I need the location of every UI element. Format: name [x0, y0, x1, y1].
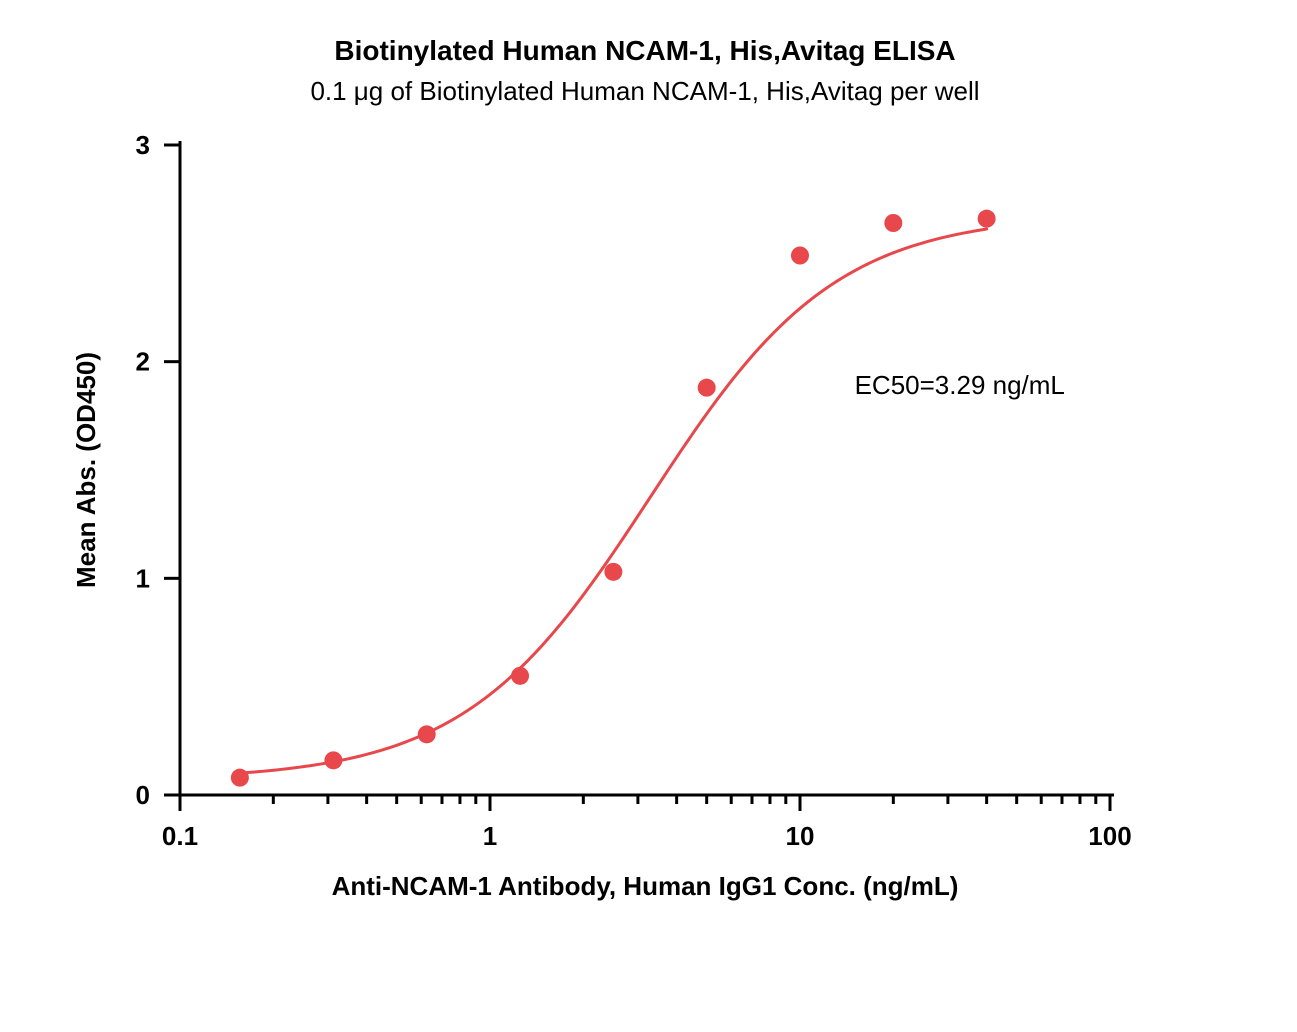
x-tick-label: 1: [483, 821, 497, 851]
x-tick-label: 10: [786, 821, 815, 851]
data-point: [604, 563, 622, 581]
y-tick-label: 2: [136, 347, 150, 377]
y-tick-label: 1: [136, 563, 150, 593]
data-point: [324, 751, 342, 769]
data-point: [418, 725, 436, 743]
x-tick-label: 100: [1088, 821, 1131, 851]
ec50-annotation: EC50=3.29 ng/mL: [855, 370, 1065, 400]
x-tick-label: 0.1: [162, 821, 198, 851]
data-point: [978, 210, 996, 228]
y-axis-label: Mean Abs. (OD450): [71, 352, 101, 588]
data-point: [511, 667, 529, 685]
chart-title: Biotinylated Human NCAM-1, His,Avitag EL…: [334, 35, 955, 66]
chart-container: Biotinylated Human NCAM-1, His,Avitag EL…: [0, 0, 1297, 1032]
data-point: [791, 247, 809, 265]
axes: [180, 141, 1114, 795]
data-point: [231, 769, 249, 787]
fit-curve: [240, 229, 987, 773]
y-tick-label: 0: [136, 780, 150, 810]
chart-subtitle: 0.1 μg of Biotinylated Human NCAM-1, His…: [310, 76, 979, 106]
elisa-chart: Biotinylated Human NCAM-1, His,Avitag EL…: [0, 0, 1297, 1032]
x-axis-label: Anti-NCAM-1 Antibody, Human IgG1 Conc. (…: [332, 871, 959, 901]
data-point: [884, 214, 902, 232]
data-point: [698, 379, 716, 397]
y-tick-label: 3: [136, 130, 150, 160]
